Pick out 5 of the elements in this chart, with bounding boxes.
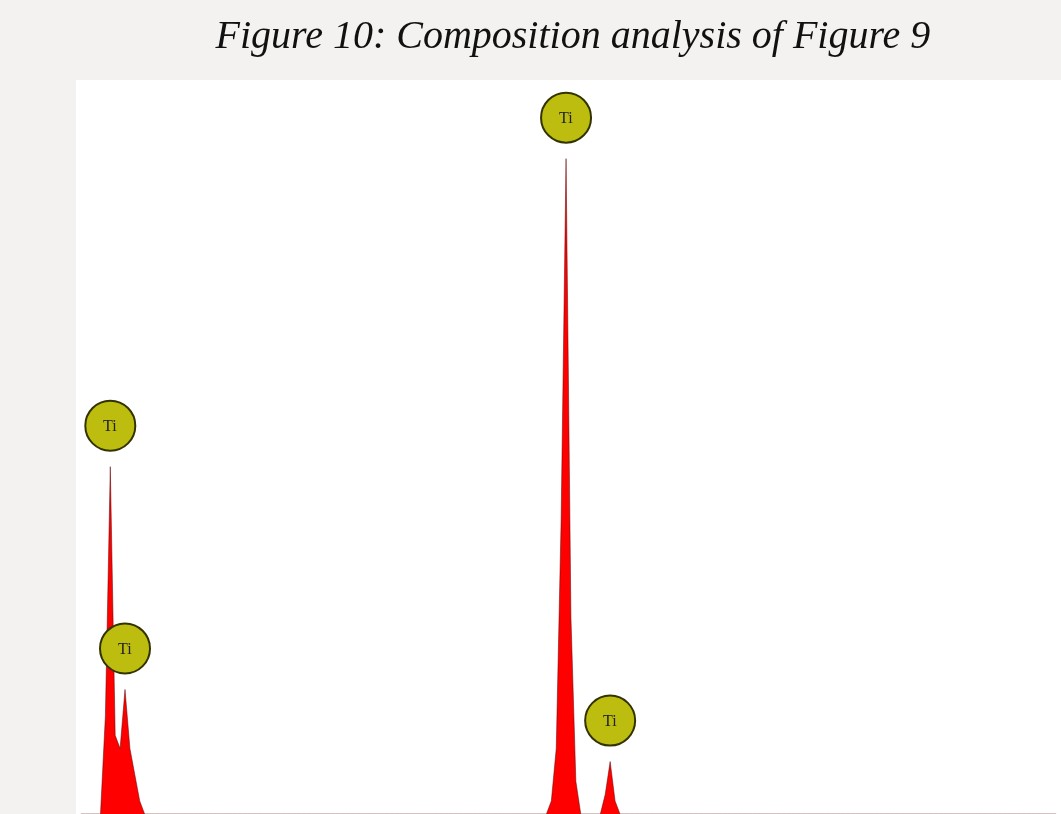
annotation: Ti: [603, 712, 618, 729]
text: Ti: [559, 109, 574, 126]
annotation: Ti: [118, 640, 133, 657]
annotation: Ti: [103, 417, 118, 434]
chart-title: Figure 10: Composition analysis of Figure 9: [214, 12, 931, 58]
